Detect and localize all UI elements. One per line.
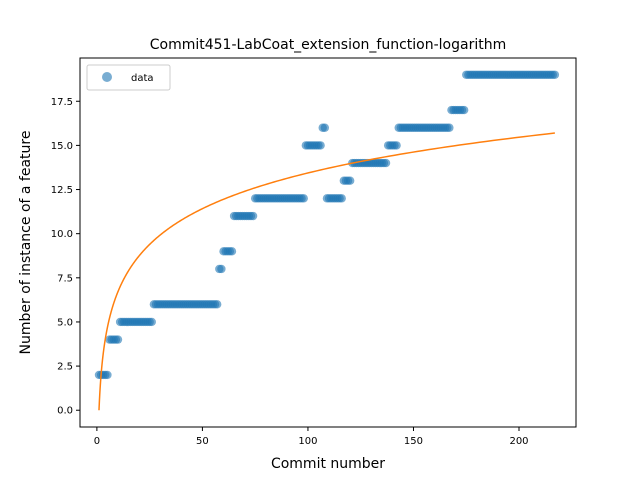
- data-point: [227, 247, 237, 256]
- data-point: [320, 123, 330, 132]
- data-point: [212, 300, 222, 309]
- data-point: [392, 141, 401, 150]
- data-point: [550, 70, 560, 79]
- data-point: [445, 123, 454, 132]
- y-tick-label: 5.0: [57, 317, 73, 328]
- data-point: [217, 264, 226, 274]
- legend-box: [86, 64, 171, 91]
- x-axis: 0 50 100 150 200: [94, 427, 529, 447]
- y-tick-label: 15.0: [51, 141, 73, 152]
- x-tick-label: 100: [298, 436, 317, 447]
- x-axis-label: Commit number: [271, 456, 385, 472]
- y-tick-label: 12.5: [51, 185, 73, 196]
- y-axis: 0.0 2.5 5.0 7.5 10.0 12.5 15.0 17.5: [51, 97, 80, 417]
- plot-area: [94, 70, 560, 411]
- data-point: [459, 105, 469, 115]
- x-tick-label: 0: [94, 436, 100, 447]
- data-point: [248, 211, 258, 221]
- chart-title: Commit451-LabCoat_extension_function-log…: [150, 37, 507, 53]
- data-point: [337, 194, 346, 203]
- y-tick-label: 10.0: [51, 229, 73, 240]
- x-tick-label: 150: [404, 436, 423, 447]
- data-point: [345, 176, 355, 185]
- fit-curve: [98, 132, 555, 411]
- legend-marker-data: [102, 72, 112, 82]
- data-point: [113, 335, 123, 344]
- data-point: [299, 194, 308, 203]
- data-point: [103, 370, 112, 380]
- x-tick-label: 50: [196, 436, 209, 447]
- y-tick-label: 7.5: [57, 273, 73, 284]
- legend: data: [86, 64, 171, 91]
- data-point: [381, 158, 391, 168]
- y-tick-label: 17.5: [51, 97, 73, 108]
- legend-label-data: data: [131, 73, 154, 84]
- y-tick-label: 2.5: [57, 362, 73, 373]
- y-tick-label: 0.0: [57, 406, 73, 417]
- data-point: [316, 141, 325, 150]
- axes-frame: [79, 57, 577, 428]
- x-tick-label: 200: [509, 436, 528, 447]
- data-point: [147, 317, 156, 327]
- y-axis-label: Number of instance of a feature: [18, 131, 34, 355]
